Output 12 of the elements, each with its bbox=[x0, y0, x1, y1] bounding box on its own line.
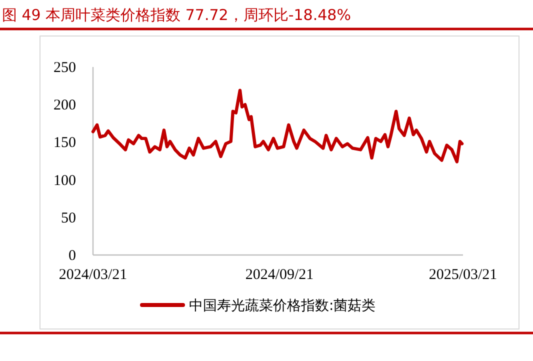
y-tick-label: 200 bbox=[54, 98, 76, 114]
line-series bbox=[91, 88, 464, 164]
x-tick-label: 2024/03/21 bbox=[58, 267, 128, 283]
y-tick-label: 150 bbox=[54, 135, 76, 152]
legend-label: 中国寿光蔬菜价格指数:菌菇类 bbox=[189, 298, 376, 314]
y-tick-label: 100 bbox=[54, 172, 76, 189]
x-tick-label: 2024/09/21 bbox=[245, 267, 314, 283]
chart-title: 图 49 本周叶菜类价格指数 77.72，周环比-18.48% bbox=[2, 6, 351, 24]
y-tick-label: 0 bbox=[68, 248, 76, 264]
y-tick-label: 250 bbox=[54, 60, 76, 76]
y-tick-label: 50 bbox=[61, 210, 76, 226]
x-tick-label: 2025/03/21 bbox=[428, 267, 498, 283]
